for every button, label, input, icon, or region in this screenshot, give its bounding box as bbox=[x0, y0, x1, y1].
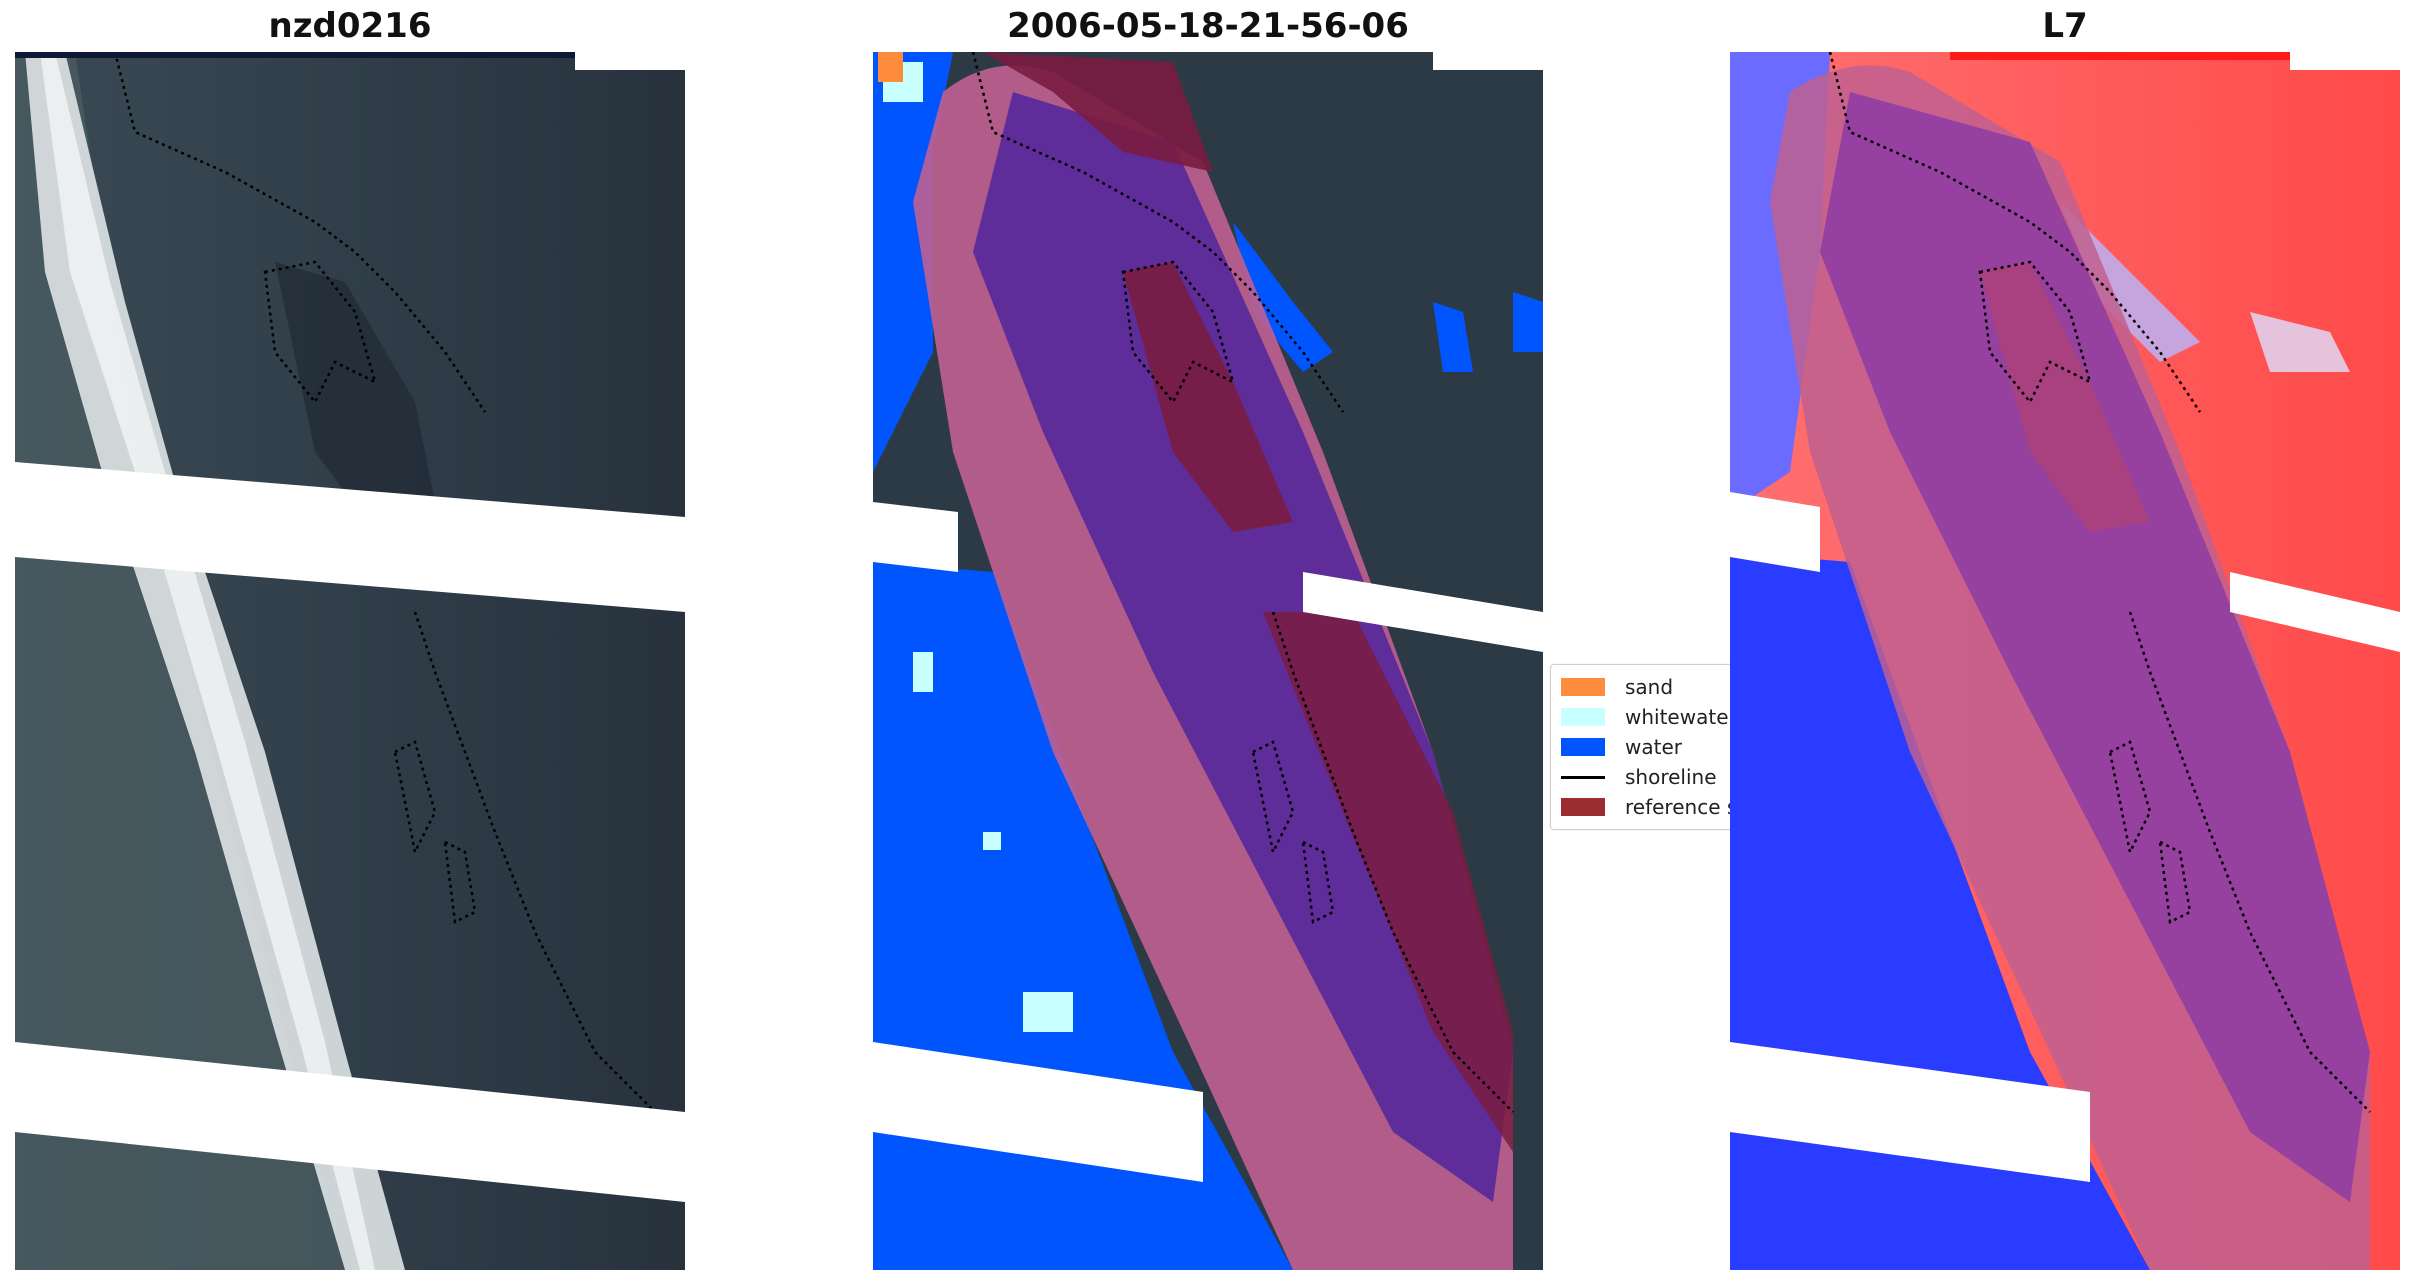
panel-title-classification: 2006-05-18-21-56-06 bbox=[1007, 6, 1409, 46]
legend-swatch-reference bbox=[1561, 798, 1605, 816]
legend-swatch-water bbox=[1561, 738, 1605, 756]
rgb-satellite-image bbox=[15, 52, 685, 1270]
legend-label-shoreline: shoreline bbox=[1625, 765, 1717, 789]
classification-image bbox=[873, 52, 1543, 1270]
legend-item-whitewater: whitewater bbox=[1561, 703, 1761, 731]
classification-panel bbox=[873, 52, 1543, 1270]
legend-item-shoreline: shoreline bbox=[1561, 763, 1761, 791]
rgb-image-panel bbox=[15, 52, 685, 1270]
legend-label-sand: sand bbox=[1625, 675, 1674, 699]
legend-item-reference: reference s bbox=[1561, 793, 1761, 821]
legend-swatch-sand bbox=[1561, 678, 1605, 696]
legend-label-whitewater: whitewater bbox=[1625, 705, 1737, 729]
panel-title-index: L7 bbox=[2042, 6, 2088, 46]
legend-swatch-whitewater bbox=[1561, 708, 1605, 726]
panel-title-rgb: nzd0216 bbox=[268, 6, 432, 46]
legend-label-reference: reference s bbox=[1625, 795, 1738, 819]
legend: sand whitewater water shoreline referenc… bbox=[1550, 664, 1762, 830]
index-image bbox=[1730, 52, 2400, 1270]
legend-item-sand: sand bbox=[1561, 673, 1761, 701]
legend-item-water: water bbox=[1561, 733, 1761, 761]
index-panel bbox=[1730, 52, 2400, 1270]
legend-swatch-shoreline bbox=[1561, 775, 1605, 779]
legend-label-water: water bbox=[1625, 735, 1682, 759]
